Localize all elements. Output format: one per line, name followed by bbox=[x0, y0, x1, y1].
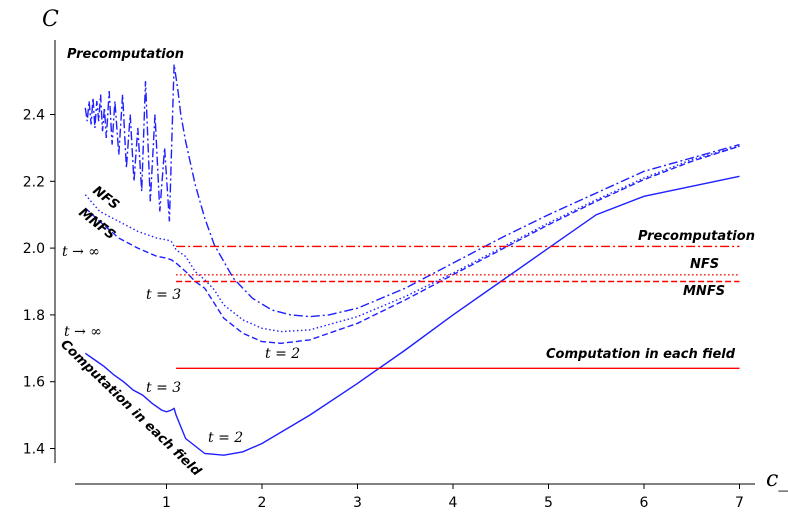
label-t-infinity-2: t → ∞ bbox=[64, 324, 102, 340]
label-computation-right: Computation in each field bbox=[546, 347, 736, 362]
x-tick-label-5: 5 bbox=[544, 495, 553, 511]
label-nfs-right: NFS bbox=[690, 257, 719, 272]
y-axis-title: C bbox=[42, 7, 59, 32]
y-tick-label-2.2: 2.2 bbox=[23, 174, 45, 190]
x-tick-label-1: 1 bbox=[162, 495, 171, 511]
y-tick-label-1.6: 1.6 bbox=[23, 375, 45, 391]
label-precomputation-right: Precomputation bbox=[638, 229, 755, 244]
label-computation-left: Computation in each field bbox=[57, 337, 204, 480]
ticks-group: 1 2 3 4 5 6 7 1.4 1.6 1.8 2.0 2.2 2.4 bbox=[23, 108, 744, 512]
series-line-blue-dashed-2 bbox=[84, 145, 740, 345]
annotations-group: Precomputation Precomputation NFS MNFS C… bbox=[57, 47, 755, 480]
series-layer bbox=[84, 64, 740, 456]
x-axis-title: c_p bbox=[766, 467, 788, 492]
x-tick-label-6: 6 bbox=[640, 495, 649, 511]
y-tick-label-2: 2.0 bbox=[23, 241, 45, 257]
label-nfs-left: NFS bbox=[90, 183, 122, 213]
x-tick-label-2: 2 bbox=[258, 495, 267, 511]
label-t3-lower: t = 3 bbox=[146, 380, 181, 396]
x-tick-label-7: 7 bbox=[735, 495, 744, 511]
label-t3-upper: t = 3 bbox=[146, 287, 181, 303]
label-t2-upper: t = 2 bbox=[265, 346, 300, 362]
x-tick-label-3: 3 bbox=[353, 495, 362, 511]
series-line-blue-dash-dot-0 bbox=[84, 64, 740, 318]
y-tick-label-1.8: 1.8 bbox=[23, 308, 45, 324]
x-tick-label-4: 4 bbox=[449, 495, 458, 511]
label-t2-lower: t = 2 bbox=[208, 430, 243, 446]
series-line-blue-solid-3 bbox=[84, 175, 740, 456]
y-tick-label-2.4: 2.4 bbox=[23, 108, 45, 124]
label-t-infinity-1: t → ∞ bbox=[62, 244, 100, 260]
y-tick-label-1.4: 1.4 bbox=[23, 442, 45, 458]
label-mnfs-right: MNFS bbox=[683, 284, 725, 299]
label-precomputation-top: Precomputation bbox=[67, 47, 184, 62]
